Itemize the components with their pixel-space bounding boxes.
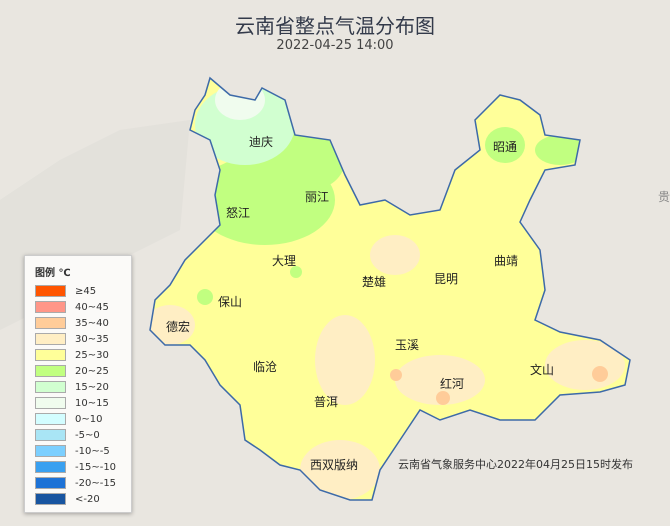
- legend-item: 35~40: [35, 315, 131, 331]
- city-label: 昆明: [434, 272, 459, 286]
- legend-item: 40~45: [35, 299, 131, 315]
- city-label: 楚雄: [362, 275, 387, 289]
- legend-item: 10~15: [35, 395, 131, 411]
- legend-swatch: [35, 365, 66, 377]
- map-datetime: 2022-04-25 14:00: [276, 38, 394, 53]
- legend-item: ≥45: [35, 283, 131, 299]
- legend: 图例 ℃ ≥45 40~45 35~40 30~35 25~30 20~25 15~20 10…: [24, 255, 132, 513]
- city-label: 德宏: [166, 320, 191, 334]
- legend-swatch: [35, 461, 66, 473]
- legend-item: 25~30: [35, 347, 131, 363]
- legend-swatch: [35, 397, 66, 409]
- legend-swatch: [35, 285, 66, 297]
- city-label: 怒江: [226, 206, 251, 220]
- legend-item: -20~-15: [35, 475, 131, 491]
- legend-swatch: [35, 429, 66, 441]
- legend-label: <-20: [75, 493, 100, 505]
- legend-label: 40~45: [75, 301, 109, 313]
- city-label: 迪庆: [249, 135, 274, 149]
- city-label: 西双版纳: [310, 458, 359, 472]
- legend-label: 0~10: [75, 413, 103, 425]
- city-label: 文山: [530, 363, 555, 377]
- map-title: 云南省整点气温分布图: [235, 14, 435, 38]
- legend-label: -15~-10: [75, 461, 117, 473]
- publish-note: 云南省气象服务中心2022年04月25日15时发布: [398, 458, 633, 471]
- legend-swatch: [35, 445, 66, 457]
- city-label: 曲靖: [494, 254, 519, 268]
- legend-label: 20~25: [75, 365, 109, 377]
- legend-label: 30~35: [75, 333, 109, 345]
- legend-swatch: [35, 333, 66, 345]
- legend-item: 30~35: [35, 331, 131, 347]
- legend-label: 35~40: [75, 317, 109, 329]
- legend-label: -5~0: [75, 429, 100, 441]
- legend-item: 20~25: [35, 363, 131, 379]
- legend-item: 15~20: [35, 379, 131, 395]
- legend-item: <-20: [35, 491, 131, 507]
- legend-swatch: [35, 381, 66, 393]
- legend-label: ≥45: [75, 285, 97, 297]
- legend-swatch: [35, 349, 66, 361]
- city-label: 玉溪: [395, 338, 420, 352]
- city-label: 普洱: [314, 395, 339, 409]
- legend-label: -10~-5: [75, 445, 110, 457]
- city-label: 丽江: [305, 190, 330, 204]
- legend-swatch: [35, 317, 66, 329]
- legend-item: 0~10: [35, 411, 131, 427]
- legend-label: 15~20: [75, 381, 109, 393]
- city-label: 红河: [440, 377, 465, 391]
- city-label: 昭通: [493, 140, 518, 154]
- legend-swatch: [35, 477, 66, 489]
- neighbor-label: 贵: [658, 190, 670, 204]
- legend-swatch: [35, 493, 66, 505]
- city-label: 保山: [218, 295, 243, 309]
- city-label: 大理: [272, 254, 297, 268]
- legend-item: -15~-10: [35, 459, 131, 475]
- legend-label: -20~-15: [75, 477, 117, 489]
- legend-label: 25~30: [75, 349, 109, 361]
- legend-label: 10~15: [75, 397, 109, 409]
- legend-title: 图例 ℃: [35, 268, 71, 279]
- city-label: 临沧: [253, 360, 278, 374]
- legend-item: -5~0: [35, 427, 131, 443]
- legend-swatch: [35, 413, 66, 425]
- legend-swatch: [35, 301, 66, 313]
- legend-item: -10~-5: [35, 443, 131, 459]
